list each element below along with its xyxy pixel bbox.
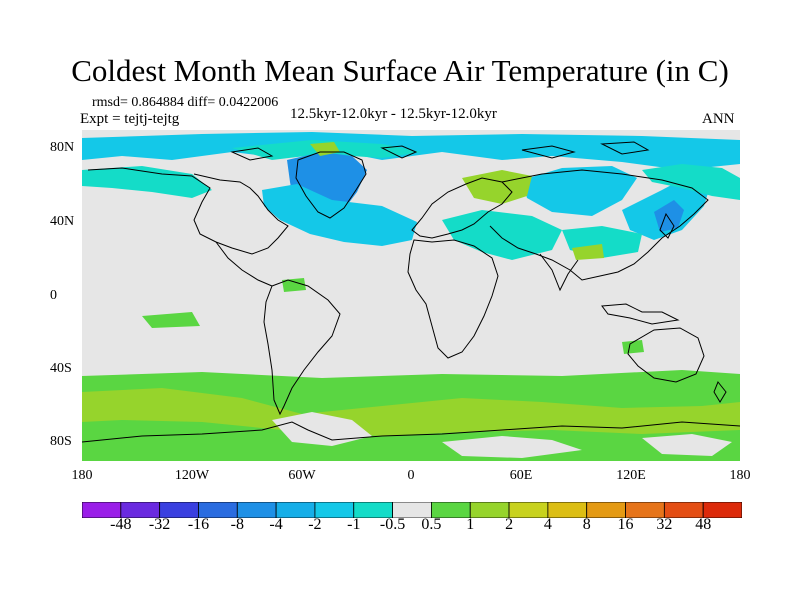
colorbar-label: -32 [148, 516, 171, 533]
india-coast [539, 253, 579, 292]
colorbar-label: 8 [582, 516, 591, 533]
antarctic-gray-region [642, 434, 732, 456]
lon-label: 120W [174, 468, 210, 483]
north-atlantic-cyan-region [262, 184, 417, 246]
pacific-teal-region [642, 164, 740, 200]
lat-label: 40S [50, 361, 72, 376]
lon-label: 60E [509, 468, 533, 483]
africa-coast [407, 239, 499, 359]
colorbar-label: -4 [269, 516, 283, 533]
green-patch [572, 244, 604, 260]
coastlines [82, 141, 740, 443]
greenland-coast [295, 151, 367, 219]
central-america-coast [215, 241, 273, 287]
chart-title: Coldest Month Mean Surface Air Temperatu… [71, 53, 729, 88]
temperature-map [82, 130, 740, 461]
colorbar-label: 48 [695, 516, 712, 533]
colorbar-label: 1 [466, 516, 475, 533]
lon-label: 0 [407, 468, 415, 483]
japan-blue-region [654, 200, 684, 232]
period-label: 12.5kyr-12.0kyr - 12.5kyr-12.0kyr [290, 106, 497, 122]
green-patch [622, 340, 644, 354]
australia-coast [627, 327, 705, 383]
colorbar-label: 32 [656, 516, 673, 533]
season-label: ANN [702, 111, 735, 127]
arctic-islands-coast [230, 141, 650, 161]
north-america-coast [87, 167, 289, 255]
experiment-label: Expt = tejtj-tejtg [80, 111, 180, 127]
colorbar-label: 4 [543, 516, 552, 533]
japan-coast [659, 212, 675, 239]
colorbar-label: 16 [617, 516, 634, 533]
lon-label: 180 [71, 468, 93, 483]
south-america-coast [263, 279, 341, 416]
green-patch [142, 312, 200, 328]
lat-label: 40N [50, 214, 75, 229]
antarctica-coast [82, 421, 740, 443]
southern-yellow-band [82, 388, 740, 436]
antarctic-gray-region [442, 436, 582, 458]
colorbar-label: 2 [505, 516, 514, 533]
new-zealand-coast [713, 381, 727, 403]
eurasia-teal-region [442, 210, 562, 260]
colorbar-label: -0.5 [379, 516, 406, 533]
colorbar-label: -2 [308, 516, 322, 533]
colorbar-label: -48 [110, 516, 132, 533]
colorbar-label: -1 [347, 516, 361, 533]
colorbar-label: -8 [230, 516, 244, 533]
indonesia-coast [601, 303, 680, 325]
europe-coast [411, 177, 513, 239]
colorbar-label: -16 [187, 516, 210, 533]
north-america-teal-region [82, 166, 212, 198]
lat-label: 0 [50, 288, 57, 303]
antarctic-gray-region [272, 412, 372, 446]
green-patch [282, 278, 306, 292]
stats-label: rmsd= 0.864884 diff= 0.0422006 [92, 95, 279, 110]
lon-label: 180 [729, 468, 751, 483]
lon-label: 120E [616, 468, 646, 483]
lat-label: 80S [50, 434, 72, 449]
siberia-cyan-region [522, 166, 637, 216]
colorbar-label: 0.5 [421, 516, 442, 533]
lat-label: 80N [50, 140, 75, 155]
colorbar [82, 502, 742, 518]
lon-label: 60W [288, 468, 316, 483]
